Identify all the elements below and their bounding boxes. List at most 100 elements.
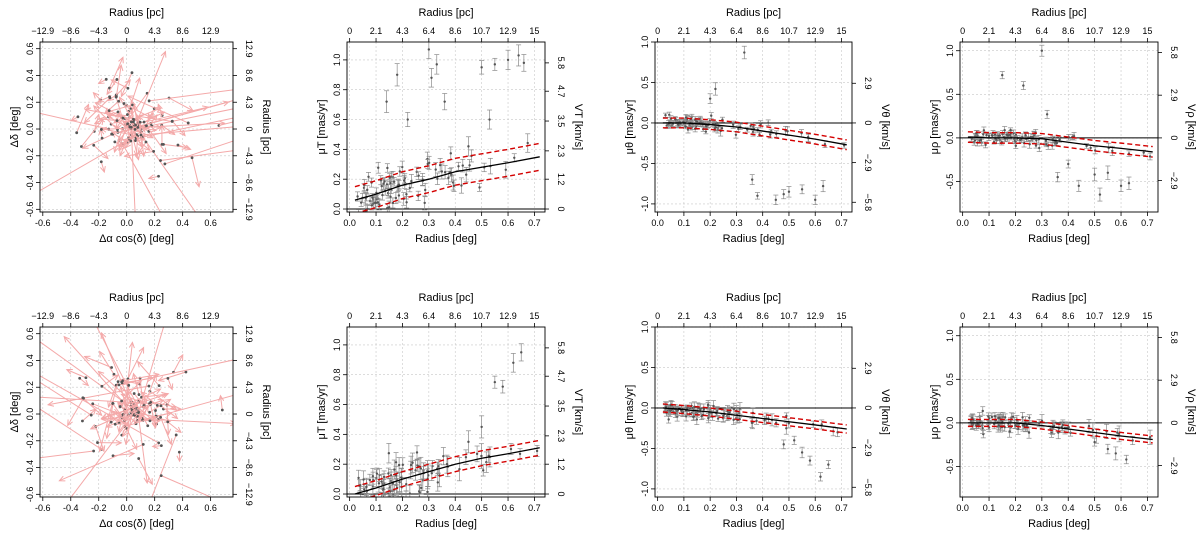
data-point (464, 456, 468, 459)
data-point (1038, 146, 1041, 150)
x-tick-label: 0.4 (1062, 503, 1075, 513)
vector-arrowhead (158, 124, 165, 131)
x-tick-label: 0.3 (423, 503, 436, 513)
x-tick-label: 0.3 (730, 218, 743, 228)
vector-arrowhead (132, 401, 140, 408)
y-axis-label: μρ [mas/yr] (929, 385, 941, 440)
data-point (401, 463, 404, 467)
y-axis-label: μθ [mas/yr] (624, 100, 636, 155)
x-axis-label: Radius [deg] (415, 233, 477, 245)
vector-arrowhead (164, 398, 172, 405)
data-point (409, 463, 413, 467)
star-point (120, 380, 124, 384)
data-point (417, 174, 420, 177)
star-point (137, 457, 141, 460)
row-bottom: -0.6 -0.4 -0.2 0.0 0.2 0.4 0.6-0.6-0.4-0.20.00… (9, 292, 1197, 530)
x-tick-label: 0.3 (423, 218, 436, 228)
x-axis-label: Radius [deg] (415, 518, 477, 530)
data-point (1009, 128, 1012, 132)
data-point (787, 422, 790, 425)
motion-vector (106, 79, 118, 95)
outlier-point (774, 198, 778, 202)
x-tick-label: -0.2 (91, 218, 107, 228)
data-point (987, 134, 991, 138)
data-point (526, 141, 529, 145)
right-tick-label: 0 (863, 120, 873, 125)
motion-vector (102, 415, 136, 421)
x-tick-label: 0.2 (704, 503, 717, 513)
vector-field (40, 327, 242, 497)
star-point (131, 103, 134, 107)
y-tick-label: 0.5 (640, 76, 650, 89)
star-point (91, 402, 95, 406)
star-point (75, 131, 79, 135)
outlier-point (488, 118, 491, 121)
star-point (127, 383, 131, 387)
x-tick-label: -0.4 (63, 503, 79, 513)
x-tick-label: 0.1 (983, 503, 996, 513)
data-point (737, 127, 740, 131)
data-point (1069, 431, 1072, 434)
vector-arrowhead (236, 357, 242, 362)
star-point (133, 127, 137, 131)
x-axis-label: Radius [deg] (1028, 233, 1090, 245)
vector-arrowhead (65, 368, 73, 375)
motion-vector (124, 150, 154, 157)
motion-vector (167, 378, 173, 390)
y-tick-label: 0.0 (25, 408, 35, 421)
motion-vector (40, 125, 153, 192)
data-point (700, 415, 703, 418)
y-tick-label: 0.4 (25, 354, 35, 367)
data-point (460, 184, 463, 187)
top-tick-label: −12.9 (31, 311, 54, 321)
data-point (386, 206, 389, 210)
data-point (388, 502, 390, 504)
data-point (1058, 138, 1061, 141)
data-point (998, 416, 1001, 420)
right-tick-label: 0 (244, 412, 254, 417)
data-point (823, 142, 827, 146)
motion-vector (70, 414, 134, 497)
vector-arrowhead (147, 174, 155, 181)
top-tick-label: 10.7 (1086, 26, 1104, 36)
x-tick-label: 0.0 (120, 218, 133, 228)
outlier-point (1106, 447, 1110, 451)
vector-arrowhead (164, 416, 172, 423)
vector-arrowhead (147, 478, 153, 486)
data-point (732, 407, 736, 411)
vector-arrowhead (63, 335, 70, 343)
star-point (89, 413, 93, 417)
data-point (997, 424, 1000, 427)
data-point (388, 176, 391, 179)
data-point (722, 414, 725, 418)
outlier-point (480, 66, 483, 69)
data-point (389, 195, 392, 199)
right-tick-label: 1.2 (556, 173, 566, 186)
motion-vector (149, 89, 233, 102)
top-tick-label: 0 (124, 26, 129, 36)
motion-vector (220, 395, 223, 411)
top-tick-label: 12.9 (499, 26, 517, 36)
y-tick-label: 0.6 (332, 398, 342, 411)
motion-vector (107, 384, 117, 408)
star-point (132, 117, 135, 121)
star-point (184, 370, 188, 374)
vector-arrowhead (230, 420, 233, 427)
data-layer (960, 44, 1158, 202)
data-point (430, 472, 434, 475)
star-point (159, 415, 162, 419)
star-point (136, 125, 140, 129)
y-tick-label: 1.0 (640, 321, 650, 334)
plot-frame (346, 326, 546, 498)
top-tick-label: 0 (655, 311, 660, 321)
model-line (354, 447, 540, 495)
star-point (129, 125, 133, 129)
vector-arrowhead (122, 379, 130, 386)
y-tick-label: -0.5 (640, 441, 650, 457)
star-point (159, 404, 163, 408)
motion-vector (99, 129, 103, 139)
right-axis-label: VT [km/s] (572, 104, 584, 150)
star-point (132, 120, 135, 124)
motion-vector (119, 96, 134, 123)
data-point (374, 201, 378, 204)
